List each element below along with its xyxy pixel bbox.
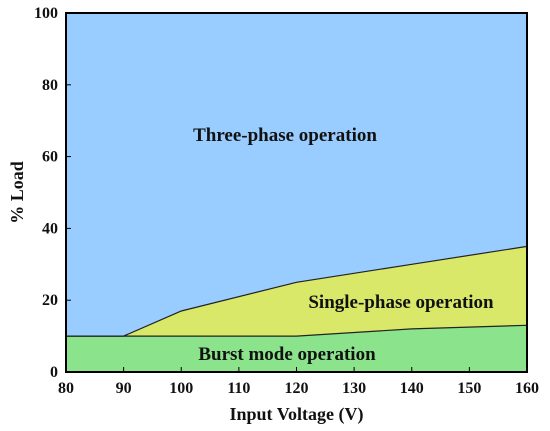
x-tick-label: 100	[169, 380, 193, 397]
single-phase-operation-region	[66, 246, 527, 337]
y-tick-label: 100	[34, 5, 58, 22]
x-tick-label: 120	[285, 380, 309, 397]
labels-layer: Three-phase operation Single-phase operat…	[193, 125, 494, 365]
x-tick-label: 80	[58, 380, 74, 397]
x-tick-label: 130	[342, 380, 366, 397]
x-tick-label: 150	[457, 380, 481, 397]
y-tick-label: 20	[42, 292, 58, 309]
x-tick-label: 140	[400, 380, 424, 397]
x-tick-label: 110	[227, 380, 250, 397]
y-axis-title: % Load	[7, 161, 27, 224]
ticks-layer: 80 90 100 110 120 130 140 150 160 0 20 40 60 80 100	[34, 5, 539, 397]
y-tick-label: 0	[50, 364, 58, 381]
burst-mode-operation-upper-boundary	[66, 324, 528, 337]
x-axis-title: Input Voltage (V)	[229, 404, 363, 425]
boundaries-layer	[66, 245, 528, 337]
three-phase-operation-region	[66, 13, 527, 337]
y-tick-label: 80	[42, 77, 58, 94]
x-tick-label: 160	[515, 380, 539, 397]
x-tick-label: 90	[116, 380, 132, 397]
burst-mode-operation-label: Burst mode operation	[198, 344, 376, 365]
single-phase-operation-label: Single-phase operation	[308, 292, 494, 313]
y-tick-label: 60	[42, 149, 58, 166]
burst-mode-operation-region	[66, 325, 527, 372]
regions-layer	[66, 13, 527, 372]
y-tick-label: 40	[42, 220, 58, 237]
three-phase-operation-label: Three-phase operation	[193, 125, 377, 146]
